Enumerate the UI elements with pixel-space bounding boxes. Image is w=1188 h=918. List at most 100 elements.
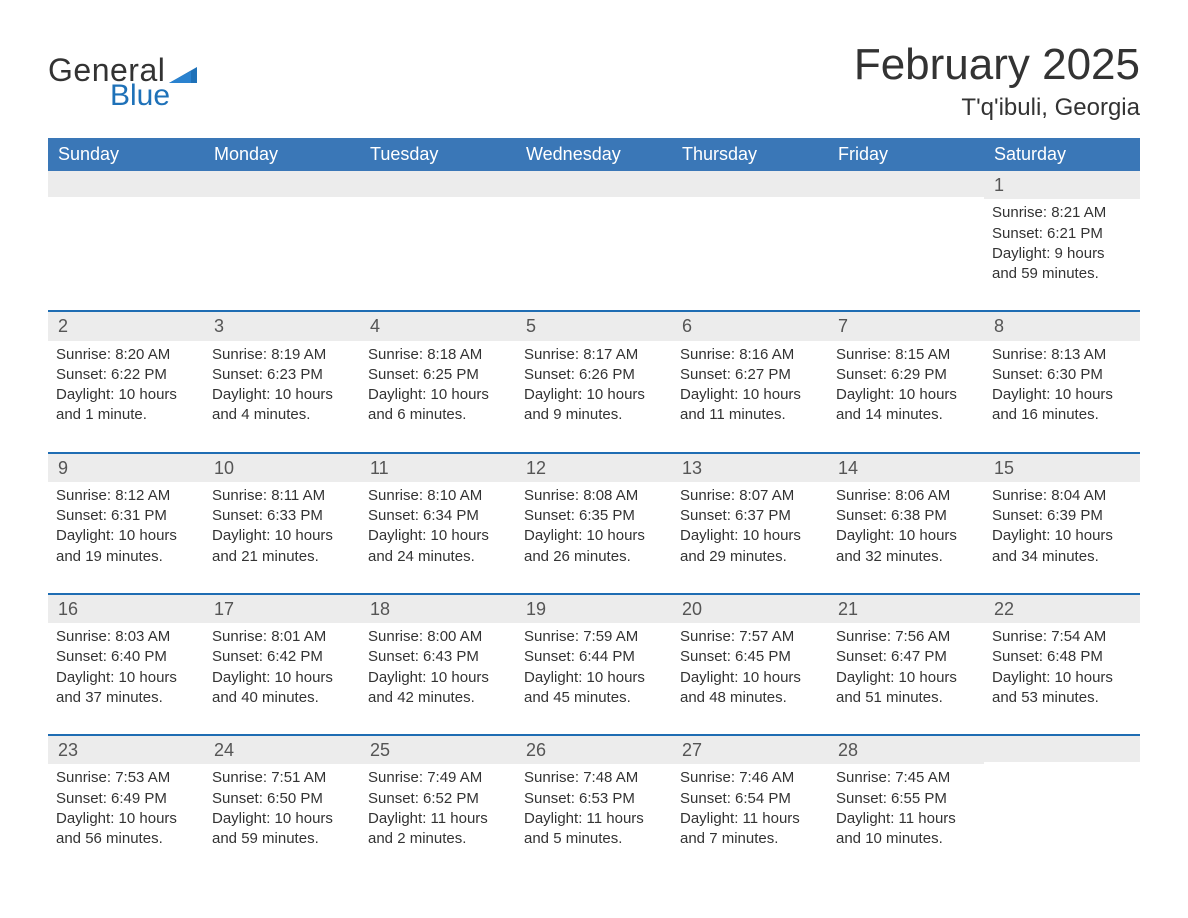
day-cell: 15Sunrise: 8:04 AMSunset: 6:39 PMDayligh… [984, 454, 1140, 575]
dow-cell: Saturday [984, 138, 1140, 171]
sunrise-line: Sunrise: 8:03 AM [56, 627, 196, 647]
title-block: February 2025 T'q'ibuli, Georgia [854, 24, 1140, 130]
day-of-week-header: SundayMondayTuesdayWednesdayThursdayFrid… [48, 138, 1140, 171]
day-cell: 11Sunrise: 8:10 AMSunset: 6:34 PMDayligh… [360, 454, 516, 575]
day-number: 15 [984, 454, 1140, 482]
dow-cell: Thursday [672, 138, 828, 171]
sunset-line: Sunset: 6:53 PM [524, 789, 664, 809]
day-number: 1 [984, 171, 1140, 199]
sunset-line: Sunset: 6:23 PM [212, 365, 352, 385]
daylight-line: Daylight: 10 hours and 19 minutes. [56, 526, 196, 567]
header-row: General Blue February 2025 T'q'ibuli, Ge… [48, 24, 1140, 130]
day-cell: 23Sunrise: 7:53 AMSunset: 6:49 PMDayligh… [48, 736, 204, 857]
weeks-container: 1Sunrise: 8:21 AMSunset: 6:21 PMDaylight… [48, 171, 1140, 857]
day-cell: 22Sunrise: 7:54 AMSunset: 6:48 PMDayligh… [984, 595, 1140, 716]
sunset-line: Sunset: 6:33 PM [212, 506, 352, 526]
day-number [360, 171, 516, 197]
day-cell: 6 Sunrise: 8:16 AMSunset: 6:27 PMDaylight… [672, 312, 828, 433]
day-number [828, 171, 984, 197]
day-number: 12 [516, 454, 672, 482]
daylight-line: Daylight: 10 hours and 9 minutes. [524, 385, 664, 426]
sunset-line: Sunset: 6:49 PM [56, 789, 196, 809]
sunset-line: Sunset: 6:38 PM [836, 506, 976, 526]
sunrise-line: Sunrise: 8:21 AM [992, 203, 1132, 223]
day-number: 11 [360, 454, 516, 482]
sunset-line: Sunset: 6:21 PM [992, 224, 1132, 244]
daylight-line: Daylight: 10 hours and 45 minutes. [524, 668, 664, 709]
sunrise-line: Sunrise: 8:07 AM [680, 486, 820, 506]
daylight-line: Daylight: 11 hours and 5 minutes. [524, 809, 664, 850]
day-number: 8 [984, 312, 1140, 340]
day-number: 20 [672, 595, 828, 623]
day-cell: 10Sunrise: 8:11 AMSunset: 6:33 PMDayligh… [204, 454, 360, 575]
day-number: 14 [828, 454, 984, 482]
sunset-line: Sunset: 6:31 PM [56, 506, 196, 526]
dow-cell: Monday [204, 138, 360, 171]
sunrise-line: Sunrise: 8:11 AM [212, 486, 352, 506]
day-number: 21 [828, 595, 984, 623]
day-cell: 27Sunrise: 7:46 AMSunset: 6:54 PMDayligh… [672, 736, 828, 857]
day-number: 26 [516, 736, 672, 764]
sunrise-line: Sunrise: 8:10 AM [368, 486, 508, 506]
sunrise-line: Sunrise: 8:15 AM [836, 345, 976, 365]
daylight-line: Daylight: 10 hours and 16 minutes. [992, 385, 1132, 426]
day-cell [828, 171, 984, 292]
day-cell [672, 171, 828, 292]
day-cell [360, 171, 516, 292]
day-cell: 21Sunrise: 7:56 AMSunset: 6:47 PMDayligh… [828, 595, 984, 716]
sunrise-line: Sunrise: 8:16 AM [680, 345, 820, 365]
day-number: 22 [984, 595, 1140, 623]
sunrise-line: Sunrise: 8:06 AM [836, 486, 976, 506]
month-title: February 2025 [854, 40, 1140, 90]
daylight-line: Daylight: 10 hours and 6 minutes. [368, 385, 508, 426]
daylight-line: Daylight: 10 hours and 40 minutes. [212, 668, 352, 709]
daylight-line: Daylight: 10 hours and 11 minutes. [680, 385, 820, 426]
day-cell: 5Sunrise: 8:17 AMSunset: 6:26 PMDaylight… [516, 312, 672, 433]
sunrise-line: Sunrise: 7:49 AM [368, 768, 508, 788]
daylight-line: Daylight: 10 hours and 56 minutes. [56, 809, 196, 850]
sunset-line: Sunset: 6:47 PM [836, 647, 976, 667]
sunrise-line: Sunrise: 8:17 AM [524, 345, 664, 365]
sunset-line: Sunset: 6:22 PM [56, 365, 196, 385]
sunset-line: Sunset: 6:48 PM [992, 647, 1132, 667]
day-cell: 26Sunrise: 7:48 AMSunset: 6:53 PMDayligh… [516, 736, 672, 857]
daylight-line: Daylight: 10 hours and 51 minutes. [836, 668, 976, 709]
sunset-line: Sunset: 6:27 PM [680, 365, 820, 385]
day-number: 6 [672, 312, 828, 340]
sunrise-line: Sunrise: 8:19 AM [212, 345, 352, 365]
day-cell: 18Sunrise: 8:00 AMSunset: 6:43 PMDayligh… [360, 595, 516, 716]
day-cell [48, 171, 204, 292]
daylight-line: Daylight: 10 hours and 48 minutes. [680, 668, 820, 709]
sunrise-line: Sunrise: 7:57 AM [680, 627, 820, 647]
sunrise-line: Sunrise: 8:08 AM [524, 486, 664, 506]
daylight-line: Daylight: 10 hours and 32 minutes. [836, 526, 976, 567]
daylight-line: Daylight: 10 hours and 42 minutes. [368, 668, 508, 709]
dow-cell: Sunday [48, 138, 204, 171]
daylight-line: Daylight: 9 hours and 59 minutes. [992, 244, 1132, 285]
day-number: 9 [48, 454, 204, 482]
day-number: 18 [360, 595, 516, 623]
day-cell: 9Sunrise: 8:12 AMSunset: 6:31 PMDaylight… [48, 454, 204, 575]
week-row: 2Sunrise: 8:20 AMSunset: 6:22 PMDaylight… [48, 310, 1140, 433]
sunset-line: Sunset: 6:25 PM [368, 365, 508, 385]
sunrise-line: Sunrise: 7:46 AM [680, 768, 820, 788]
sunrise-line: Sunrise: 8:18 AM [368, 345, 508, 365]
sunset-line: Sunset: 6:52 PM [368, 789, 508, 809]
logo-word-2: Blue [110, 79, 197, 113]
day-number: 24 [204, 736, 360, 764]
sunset-line: Sunset: 6:30 PM [992, 365, 1132, 385]
sunrise-line: Sunrise: 8:04 AM [992, 486, 1132, 506]
sunrise-line: Sunrise: 7:45 AM [836, 768, 976, 788]
sunrise-line: Sunrise: 8:20 AM [56, 345, 196, 365]
week-row: 9Sunrise: 8:12 AMSunset: 6:31 PMDaylight… [48, 452, 1140, 575]
day-number [204, 171, 360, 197]
day-number [48, 171, 204, 197]
sunset-line: Sunset: 6:44 PM [524, 647, 664, 667]
sunset-line: Sunset: 6:50 PM [212, 789, 352, 809]
daylight-line: Daylight: 10 hours and 37 minutes. [56, 668, 196, 709]
day-cell: 24Sunrise: 7:51 AMSunset: 6:50 PMDayligh… [204, 736, 360, 857]
sunrise-line: Sunrise: 7:51 AM [212, 768, 352, 788]
logo: General Blue [48, 52, 197, 113]
calendar-page: General Blue February 2025 T'q'ibuli, Ge… [0, 0, 1188, 897]
daylight-line: Daylight: 10 hours and 1 minute. [56, 385, 196, 426]
